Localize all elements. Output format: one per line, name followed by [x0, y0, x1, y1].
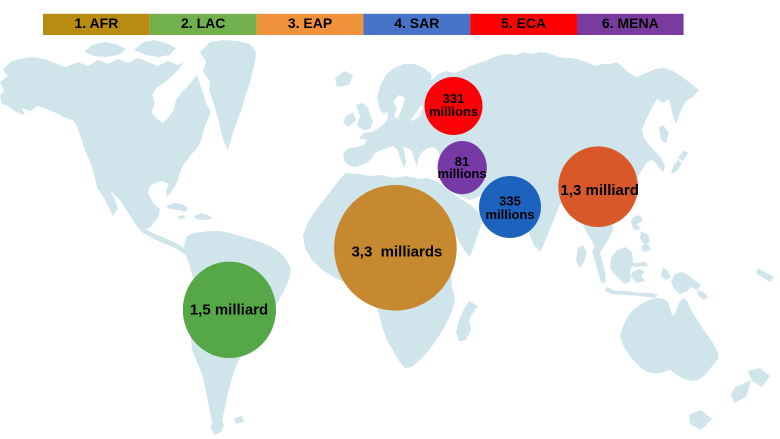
svg-text:5. ECA: 5. ECA [501, 15, 546, 31]
svg-text:3. EAP: 3. EAP [288, 15, 332, 31]
svg-text:2. LAC: 2. LAC [181, 15, 225, 31]
svg-text:millions: millions [485, 207, 534, 222]
svg-text:6. MENA: 6. MENA [602, 15, 659, 31]
svg-text:1,5 milliard: 1,5 milliard [190, 302, 268, 319]
svg-text:4. SAR: 4. SAR [394, 15, 439, 31]
svg-text:81: 81 [455, 154, 469, 169]
svg-text:millions: millions [437, 166, 486, 181]
svg-text:1,3 milliard: 1,3 milliard [561, 182, 639, 199]
svg-text:335: 335 [499, 194, 521, 209]
svg-text:331: 331 [443, 91, 465, 106]
svg-text:3,3 milliards: 3,3 milliards [351, 244, 442, 261]
svg-text:millions: millions [429, 104, 478, 119]
svg-text:1. AFR: 1. AFR [74, 15, 118, 31]
